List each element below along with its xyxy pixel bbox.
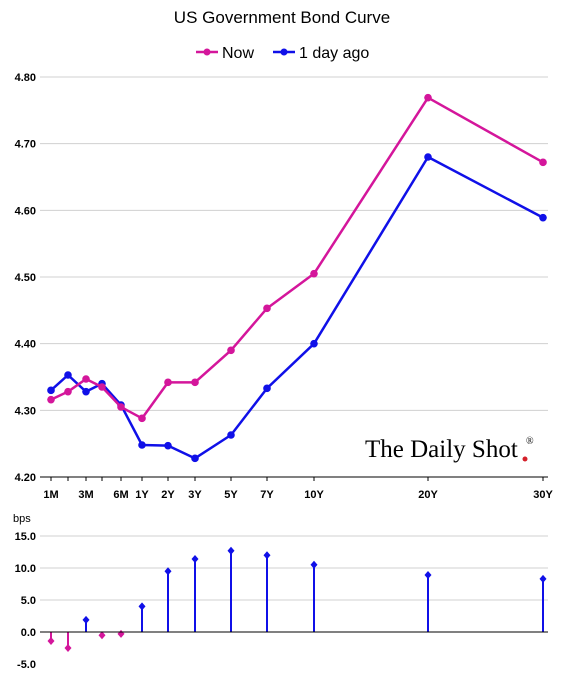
legend-item-now: Now	[196, 45, 254, 62]
top-x-tick-label: 30Y	[533, 489, 553, 501]
data-point-now	[191, 378, 199, 387]
data-point-1-day-ago	[191, 454, 199, 463]
data-point-now	[539, 158, 547, 167]
data-point-now	[47, 395, 55, 404]
bottom-y-axis-unit: bps	[13, 513, 31, 525]
data-point-1-day-ago	[47, 386, 55, 395]
top-y-tick-label: 4.40	[15, 339, 36, 351]
data-point-now	[227, 346, 235, 355]
legend-item-1-day-ago: 1 day ago	[273, 45, 369, 62]
change-bar-marker	[64, 644, 72, 652]
legend-marker-1-day-ago	[280, 48, 288, 56]
chart-title: US Government Bond Curve	[174, 8, 390, 27]
bottom-y-tick-label: 15.0	[15, 531, 36, 543]
change-bar-marker	[191, 555, 199, 564]
change-bar-marker	[227, 546, 235, 555]
top-y-tick-label: 4.80	[15, 72, 36, 84]
data-point-now	[98, 383, 106, 391]
data-point-now	[64, 387, 72, 396]
top-x-tick-label: 2Y	[161, 489, 175, 501]
data-point-1-day-ago	[82, 387, 90, 396]
top-x-tick-label: 5Y	[224, 489, 238, 501]
bottom-y-tick-label: 0.0	[21, 627, 36, 639]
top-x-tick-label: 1Y	[135, 489, 149, 501]
change-bar-marker	[263, 551, 271, 560]
bottom-y-tick-label: 10.0	[15, 563, 36, 575]
watermark-registered-mark: ®	[526, 436, 534, 447]
top-x-tick-label: 3M	[78, 489, 93, 501]
data-point-1-day-ago	[310, 339, 318, 348]
data-point-now	[263, 304, 271, 313]
top-x-tick-label: 7Y	[260, 489, 274, 501]
change-bar-marker	[310, 560, 318, 569]
top-x-axis-ticks: 1M 3M 6M 1Y 2Y 3Y 5Y 7Y 10Y 20Y 30Y	[43, 477, 553, 501]
data-point-now	[138, 414, 146, 423]
data-point-now	[117, 403, 125, 411]
data-point-1-day-ago	[263, 384, 271, 393]
legend-label-1-day-ago: 1 day ago	[299, 45, 369, 62]
change-bar-marker	[82, 615, 90, 624]
top-x-tick-label: 20Y	[418, 489, 438, 501]
data-point-1-day-ago	[164, 441, 172, 450]
top-y-tick-label: 4.60	[15, 205, 36, 217]
top-y-tick-label: 4.30	[15, 405, 36, 417]
bottom-y-tick-label: 5.0	[21, 595, 36, 607]
bottom-change-bars	[47, 546, 547, 652]
data-point-1-day-ago	[138, 441, 146, 449]
legend: Now 1 day ago	[196, 45, 369, 62]
top-series	[47, 93, 547, 463]
top-y-tick-label: 4.20	[15, 472, 36, 484]
data-point-1-day-ago	[539, 213, 547, 222]
data-point-now	[310, 269, 318, 278]
change-bar-marker	[117, 629, 125, 638]
watermark: The Daily Shot ®	[365, 436, 534, 463]
series-line-1-day-ago	[50, 155, 544, 460]
top-y-tick-label: 4.70	[15, 139, 36, 151]
bottom-gridlines	[40, 535, 548, 601]
legend-marker-now	[203, 48, 211, 56]
bottom-y-tick-label: -5.0	[17, 659, 36, 671]
change-bar-marker	[138, 602, 146, 611]
series-line-now	[50, 96, 544, 420]
change-bar-marker	[98, 631, 106, 640]
data-point-now	[424, 93, 432, 102]
change-bar-marker	[424, 571, 432, 580]
data-point-1-day-ago	[424, 153, 432, 161]
change-bar-marker	[47, 636, 55, 645]
bottom-y-axis-ticks: -5.0 0.0 5.0 10.0 15.0	[15, 531, 36, 671]
top-y-tick-label: 4.50	[15, 272, 36, 284]
data-point-now	[164, 378, 172, 387]
top-x-tick-label: 3Y	[188, 489, 202, 501]
top-x-tick-label: 10Y	[304, 489, 324, 501]
watermark-dot	[522, 456, 528, 462]
top-x-tick-label: 1M	[43, 489, 58, 501]
change-bar-marker	[539, 574, 547, 583]
top-gridlines	[40, 76, 548, 411]
top-y-axis-ticks: 4.20 4.30 4.40 4.50 4.60 4.70 4.80	[15, 72, 36, 484]
data-point-now	[82, 375, 90, 383]
top-x-tick-label: 6M	[113, 489, 128, 501]
data-point-1-day-ago	[227, 431, 235, 439]
legend-label-now: Now	[222, 45, 254, 62]
watermark-text: The Daily Shot	[365, 436, 518, 463]
change-bar-marker	[164, 567, 172, 576]
data-point-1-day-ago	[64, 371, 72, 379]
